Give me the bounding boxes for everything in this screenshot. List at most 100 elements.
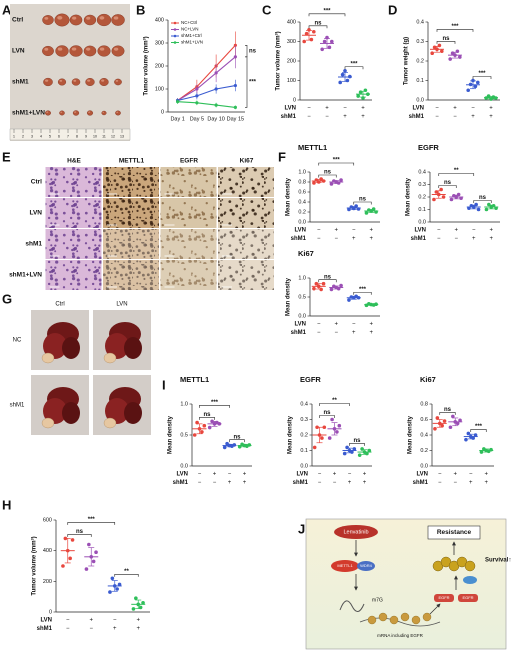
data-point bbox=[473, 84, 478, 89]
bracket bbox=[353, 291, 372, 295]
ihc-image bbox=[103, 260, 159, 290]
x-row-label: + bbox=[136, 626, 140, 632]
y-axis-label: Tumor volume (mm³) bbox=[143, 36, 150, 95]
x-row-label: + bbox=[369, 236, 373, 242]
x-row-label: + bbox=[484, 472, 488, 478]
ruler-number: 13 bbox=[120, 134, 124, 138]
organ-lobe bbox=[124, 402, 142, 424]
x-row-label: − bbox=[352, 322, 356, 328]
y-tick-label: 0.2 bbox=[416, 58, 424, 64]
y-tick-label: 100 bbox=[287, 78, 296, 84]
significance: ns bbox=[76, 529, 84, 535]
ihc-fade bbox=[218, 229, 274, 259]
tumor-highlight bbox=[99, 16, 105, 20]
tumor-nodule bbox=[103, 417, 117, 429]
row-label: shM1 bbox=[12, 79, 29, 86]
legend-label: shM1+LVN bbox=[181, 40, 203, 45]
ruler-number: 9 bbox=[85, 134, 87, 138]
target-protein bbox=[434, 594, 454, 602]
data-point bbox=[356, 94, 361, 98]
ihc-image bbox=[103, 229, 159, 259]
arrow bbox=[429, 603, 441, 615]
data-point bbox=[330, 417, 334, 422]
survival-label: Survival↑ bbox=[485, 558, 511, 564]
signal bbox=[463, 576, 477, 584]
column-header: LVN bbox=[116, 302, 127, 308]
tumor-highlight bbox=[102, 111, 105, 113]
tumor-highlight bbox=[46, 111, 49, 113]
x-row-label: + bbox=[243, 472, 247, 478]
tumor-highlight bbox=[44, 47, 49, 51]
y-tick-label: 0.1 bbox=[416, 78, 424, 84]
data-point bbox=[247, 443, 252, 447]
row-label: shM1 bbox=[10, 403, 25, 409]
x-row-label: + bbox=[489, 228, 493, 234]
drug bbox=[334, 525, 378, 539]
ruler-number: 11 bbox=[102, 134, 106, 138]
data-point bbox=[192, 433, 197, 437]
panel-label: A bbox=[2, 2, 12, 17]
data-point bbox=[312, 286, 316, 291]
data-point bbox=[354, 204, 358, 208]
x-row-label: + bbox=[228, 480, 232, 486]
data-point bbox=[464, 437, 468, 442]
outcome-label: Resistance bbox=[437, 529, 472, 536]
data-point bbox=[451, 414, 455, 419]
x-row-label: − bbox=[66, 618, 70, 624]
data-point bbox=[347, 207, 351, 212]
x-row-label: − bbox=[317, 322, 321, 328]
ihc-image bbox=[160, 229, 217, 259]
panel-label: D bbox=[388, 2, 397, 17]
chart-title: EGFR bbox=[300, 375, 321, 384]
data-point bbox=[440, 49, 444, 54]
organ-lobe bbox=[105, 333, 129, 359]
y-tick-label: 0.2 bbox=[300, 432, 308, 438]
data-point bbox=[312, 29, 316, 34]
data-point bbox=[115, 587, 119, 591]
tumor-nodule bbox=[41, 352, 55, 364]
data-point bbox=[70, 538, 75, 542]
panel-label: I bbox=[162, 377, 166, 392]
tumor bbox=[42, 45, 54, 57]
ihc-image bbox=[218, 198, 274, 228]
data-point bbox=[345, 445, 349, 450]
data-point bbox=[448, 425, 453, 430]
x-row-label: − bbox=[435, 114, 439, 120]
bracket bbox=[438, 173, 475, 176]
data-point bbox=[61, 564, 65, 568]
y-tick-label: 0.0 bbox=[298, 313, 306, 319]
x-row-label: + bbox=[243, 480, 247, 486]
tumor bbox=[45, 110, 51, 116]
ihc-image bbox=[218, 260, 274, 290]
data-point bbox=[337, 423, 342, 428]
tumor bbox=[43, 77, 53, 87]
y-tick-label: 0 bbox=[293, 97, 296, 103]
data-point bbox=[131, 607, 136, 611]
y-tick-label: 0.1 bbox=[300, 448, 308, 454]
ribosome bbox=[411, 615, 421, 625]
data-point bbox=[360, 447, 364, 451]
data-point bbox=[435, 416, 440, 420]
ihc-fade bbox=[160, 260, 217, 290]
data-point bbox=[347, 298, 351, 302]
tumor-highlight bbox=[74, 111, 77, 113]
x-row-label: + bbox=[334, 228, 338, 234]
bracket bbox=[344, 66, 364, 70]
panel-label: J bbox=[298, 521, 305, 536]
y-tick-label: 0.3 bbox=[418, 182, 426, 188]
x-row-label: − bbox=[438, 480, 442, 486]
tumor-highlight bbox=[99, 47, 105, 51]
tumor bbox=[71, 78, 81, 86]
x-row-label: + bbox=[136, 618, 140, 624]
significance: ns bbox=[324, 170, 332, 176]
data-point bbox=[338, 80, 343, 85]
tumor bbox=[114, 78, 122, 86]
bracket bbox=[308, 25, 328, 29]
data-point bbox=[367, 448, 372, 453]
x-row-name: LVN bbox=[294, 322, 306, 328]
data-point bbox=[94, 550, 98, 554]
x-row-label: − bbox=[198, 480, 202, 486]
tumor bbox=[115, 110, 121, 116]
x-row-label: − bbox=[334, 330, 338, 336]
x-row-label: − bbox=[469, 472, 473, 478]
